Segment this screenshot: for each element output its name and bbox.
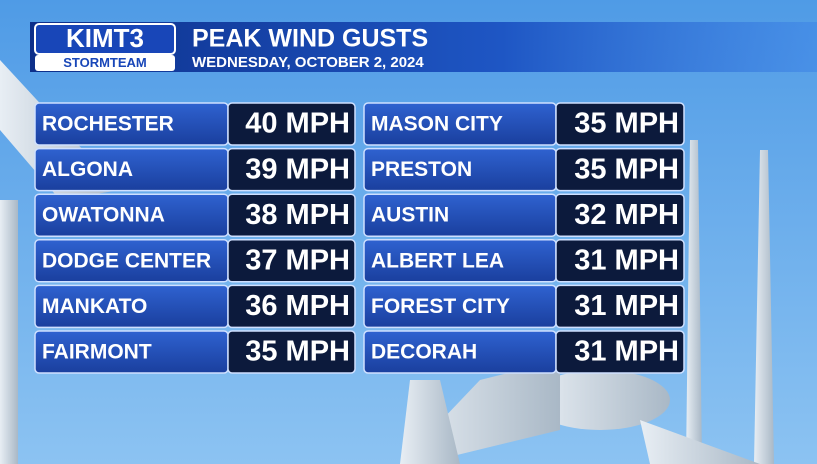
city: ROCHESTER [42,113,174,136]
gust: 35 MPH [245,336,350,368]
city: FOREST CITY [371,295,510,318]
city: MANKATO [42,295,147,318]
logo-box [34,23,176,55]
gust: 37 MPH [245,244,350,276]
gust-cell [227,147,356,192]
gust-cell [227,330,356,374]
city: ALBERT LEA [371,249,504,272]
gust: 40 MPH [245,108,350,140]
logo-sub-box [35,55,175,71]
logo-sub: STORMTEAM [63,55,147,70]
gust: 38 MPH [245,199,350,231]
city: MASON CITY [371,113,503,136]
gust: 32 MPH [574,199,679,231]
gust: 35 MPH [574,153,679,185]
gust-cell [227,102,356,146]
city: PRESTON [371,158,472,181]
gust: 31 MPH [574,290,679,322]
gust: 35 MPH [574,108,679,140]
city: ALGONA [42,158,133,181]
gust-cell [227,284,356,329]
gust: 36 MPH [245,290,350,322]
gust-cell [555,284,685,329]
gust: 31 MPH [574,336,679,368]
city: DODGE CENTER [42,249,211,272]
gust-cell [555,239,685,283]
city: DECORAH [371,341,477,364]
gust-cell [227,239,356,283]
city: AUSTIN [371,204,449,227]
gust-cell [555,147,685,192]
title: PEAK WIND GUSTS [192,25,428,53]
gust-cell [555,102,685,146]
city: OWATONNA [42,204,165,227]
gust-cell [555,330,685,374]
gust: 31 MPH [574,244,679,276]
gust-cell [227,193,356,237]
subtitle: WEDNESDAY, OCTOBER 2, 2024 [192,54,424,71]
gust: 39 MPH [245,153,350,185]
city: FAIRMONT [42,341,152,364]
gust-cell [555,193,685,237]
logo: KIMT3 [66,23,144,53]
